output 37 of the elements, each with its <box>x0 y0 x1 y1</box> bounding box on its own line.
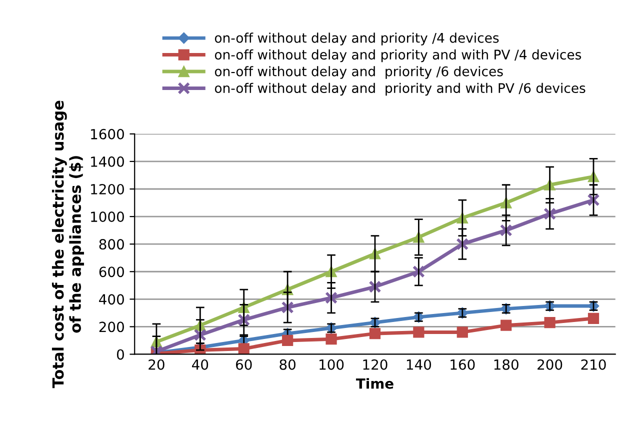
legend-label: on-off without delay and priority and with PV /6 devices <box>214 82 586 96</box>
y-tick-label: 1400 <box>91 156 124 167</box>
point <box>413 326 424 338</box>
point <box>282 334 294 346</box>
x-axis-title: Time <box>356 378 394 389</box>
x-tick-label: 40 <box>192 359 208 370</box>
legend-label: on-off without delay and priority /6 devices <box>214 66 503 79</box>
x-tick-label: 200 <box>538 359 562 370</box>
point <box>588 312 600 324</box>
legend-label: on-off without delay and priority /4 devices <box>214 32 499 46</box>
y-tick-label: 600 <box>99 266 124 278</box>
y-tick-label: 800 <box>99 239 124 250</box>
x-tick-label: 160 <box>450 359 475 370</box>
point <box>587 194 600 206</box>
y-tick-label: 400 <box>99 294 124 305</box>
y-tick-label: 1600 <box>91 128 124 140</box>
point <box>500 320 512 331</box>
point <box>238 343 250 354</box>
y-tick-label: 1200 <box>91 184 124 194</box>
x-tick-label: 20 <box>148 359 164 370</box>
y-axis-title: Total cost of the electricity usage of the appliances ($) <box>52 100 84 388</box>
x-tick-label: 60 <box>236 359 252 370</box>
point <box>544 317 556 328</box>
y-tick-label: 0 <box>116 349 124 360</box>
x-tick-label: 140 <box>406 359 432 370</box>
point <box>456 326 468 338</box>
point <box>368 280 382 294</box>
x-tick-label: 80 <box>280 359 296 370</box>
y-tick-label: 200 <box>99 322 124 332</box>
x-tick-label: 210 <box>581 359 606 370</box>
legend-label: on-off without delay and priority and with PV /4 devices <box>214 49 582 62</box>
x-tick-label: 180 <box>494 359 518 370</box>
point <box>326 334 337 345</box>
y-tick-label: 1000 <box>91 212 124 222</box>
x-tick-label: 100 <box>320 359 344 370</box>
point <box>369 328 381 340</box>
x-tick-label: 120 <box>363 359 388 370</box>
